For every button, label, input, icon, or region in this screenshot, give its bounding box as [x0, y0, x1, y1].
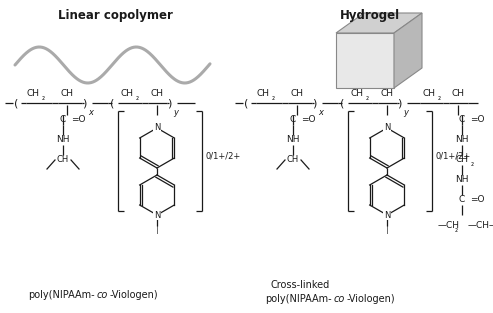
Text: CH: CH	[27, 89, 39, 98]
Polygon shape	[394, 13, 422, 88]
Text: N: N	[384, 211, 390, 219]
Text: —CH—: —CH—	[468, 220, 493, 229]
Text: -Viologen): -Viologen)	[347, 294, 395, 304]
Text: C: C	[60, 115, 66, 125]
Text: 0/1+/2+: 0/1+/2+	[436, 151, 471, 161]
Text: =O: =O	[301, 115, 316, 125]
Text: Linear copolymer: Linear copolymer	[58, 8, 173, 22]
Text: CH: CH	[256, 89, 270, 98]
Text: |: |	[156, 224, 158, 233]
Text: NH: NH	[286, 136, 300, 145]
Text: ₂: ₂	[470, 160, 474, 168]
Text: C: C	[459, 196, 465, 204]
Text: C: C	[290, 115, 296, 125]
Text: CH: CH	[120, 89, 134, 98]
Text: (: (	[244, 98, 248, 108]
Text: co: co	[97, 290, 108, 300]
Text: (: (	[110, 98, 114, 108]
Text: =O: =O	[470, 196, 485, 204]
Text: =O: =O	[71, 115, 85, 125]
Text: ₂: ₂	[437, 93, 441, 102]
Text: CH: CH	[381, 89, 393, 98]
Polygon shape	[336, 13, 422, 33]
Text: (: (	[340, 98, 344, 108]
Text: ₂: ₂	[136, 93, 139, 102]
Text: CH: CH	[452, 89, 464, 98]
Text: =O: =O	[470, 115, 485, 125]
Text: CH: CH	[423, 89, 435, 98]
Text: NH: NH	[455, 136, 469, 145]
Text: CH: CH	[351, 89, 363, 98]
Text: CH: CH	[287, 156, 299, 165]
Text: x: x	[318, 108, 323, 117]
Text: poly(NIPAAm-: poly(NIPAAm-	[28, 290, 95, 300]
Text: N: N	[154, 124, 160, 132]
Text: CH: CH	[57, 156, 69, 165]
Text: ): )	[397, 98, 401, 108]
Text: N: N	[384, 124, 390, 132]
Text: CH: CH	[61, 89, 73, 98]
Text: CH: CH	[150, 89, 164, 98]
Text: ): )	[167, 98, 171, 108]
Text: poly(NIPAAm-: poly(NIPAAm-	[265, 294, 332, 304]
Text: C: C	[459, 115, 465, 125]
Text: ): )	[82, 98, 86, 108]
Text: CH: CH	[290, 89, 304, 98]
Text: y: y	[174, 108, 178, 117]
Text: Hydrogel: Hydrogel	[340, 8, 400, 22]
Text: ₂: ₂	[272, 93, 275, 102]
Text: 0/1+/2+: 0/1+/2+	[206, 151, 241, 161]
Text: —CH: —CH	[438, 220, 460, 229]
Text: ₂: ₂	[455, 224, 458, 233]
Text: y: y	[403, 108, 409, 117]
Text: NH: NH	[455, 176, 469, 184]
Text: (: (	[14, 98, 18, 108]
Text: |: |	[386, 224, 388, 233]
Text: CH: CH	[456, 156, 468, 165]
Text: N: N	[154, 211, 160, 219]
Text: -Viologen): -Viologen)	[110, 290, 159, 300]
Text: x: x	[89, 108, 94, 117]
Polygon shape	[336, 33, 394, 88]
Text: ₂: ₂	[41, 93, 44, 102]
Text: co: co	[334, 294, 346, 304]
Text: NH: NH	[56, 136, 70, 145]
Text: ): )	[312, 98, 316, 108]
Text: Cross-linked: Cross-linked	[270, 280, 330, 290]
Text: ₂: ₂	[365, 93, 369, 102]
